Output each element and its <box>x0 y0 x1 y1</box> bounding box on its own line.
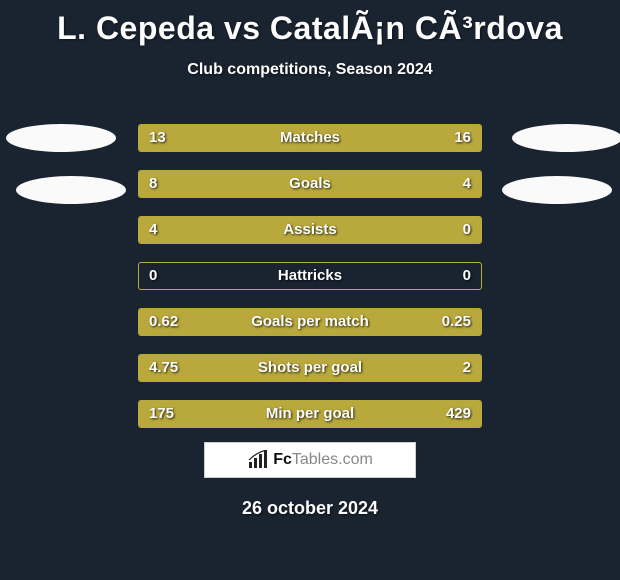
chart-icon <box>247 450 269 470</box>
logo-rest: Tables <box>292 451 338 468</box>
stat-row: 8Goals4 <box>138 170 482 198</box>
stat-row: 4.75Shots per goal2 <box>138 354 482 382</box>
stat-row: 0Hattricks0 <box>138 262 482 290</box>
stat-label: Goals <box>139 171 481 198</box>
stat-row: 13Matches16 <box>138 124 482 152</box>
stat-label: Min per goal <box>139 401 481 428</box>
stats-rows: 13Matches168Goals44Assists00Hattricks00.… <box>138 124 482 446</box>
stat-row: 175Min per goal429 <box>138 400 482 428</box>
stat-label: Hattricks <box>139 263 481 290</box>
value-right: 2 <box>463 355 471 382</box>
value-right: 429 <box>446 401 471 428</box>
fctables-logo: FcTables.com <box>204 442 416 478</box>
stat-row: 4Assists0 <box>138 216 482 244</box>
value-right: 0.25 <box>442 309 471 336</box>
player-right-avatar-top <box>512 124 620 152</box>
page-title: L. Cepeda vs CatalÃ¡n CÃ³rdova <box>0 0 620 47</box>
logo-text: FcTables.com <box>273 451 373 469</box>
stat-label: Goals per match <box>139 309 481 336</box>
player-left-avatar-top <box>6 124 116 152</box>
date-label: 26 october 2024 <box>0 498 620 519</box>
value-right: 0 <box>463 217 471 244</box>
value-right: 16 <box>454 125 471 152</box>
page-subtitle: Club competitions, Season 2024 <box>0 61 620 79</box>
stat-label: Matches <box>139 125 481 152</box>
stat-label: Shots per goal <box>139 355 481 382</box>
value-right: 0 <box>463 263 471 290</box>
player-left-avatar-bot <box>16 176 126 204</box>
logo-brand: Fc <box>273 451 292 468</box>
value-right: 4 <box>463 171 471 198</box>
player-right-avatar-bot <box>502 176 612 204</box>
logo-suffix: .com <box>338 451 373 468</box>
stat-row: 0.62Goals per match0.25 <box>138 308 482 336</box>
stat-label: Assists <box>139 217 481 244</box>
